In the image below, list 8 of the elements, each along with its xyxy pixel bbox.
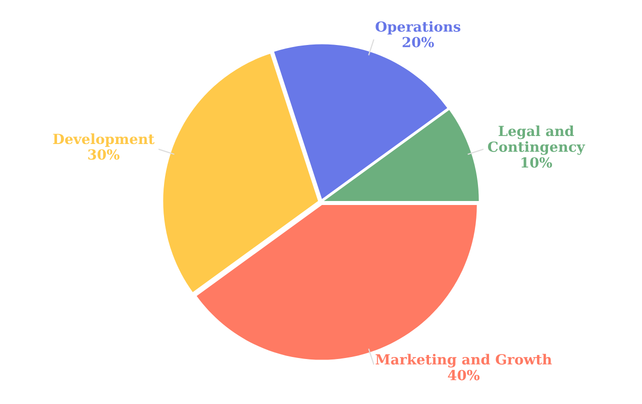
data-label: 10% [522, 157, 552, 168]
slice-label: Development [53, 133, 154, 147]
slice-label: Legal and Contingency [488, 125, 586, 155]
data-label: 20% [402, 36, 434, 48]
slice-label: Marketing and Growth [376, 354, 552, 368]
data-label: 30% [88, 149, 120, 160]
slice-label: Operations [376, 21, 460, 35]
data-label: 40% [448, 370, 480, 380]
